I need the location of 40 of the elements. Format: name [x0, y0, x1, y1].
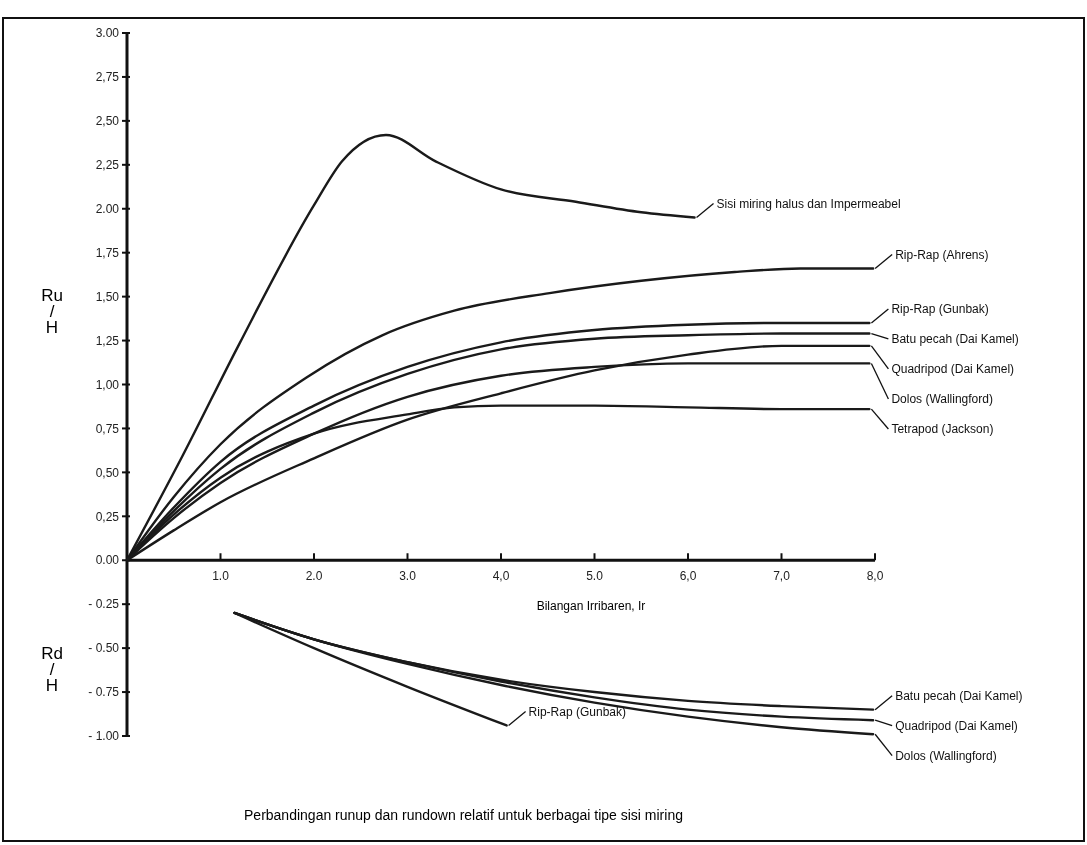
y-tick-label: 1,50: [95, 289, 120, 304]
y-tick-label: 0,75: [95, 421, 120, 436]
legend-label: Batu pecah (Dai Kamel): [895, 688, 1023, 703]
text: Dolos (Wallingford): [895, 748, 997, 763]
y-tick-label: 2,75: [95, 70, 120, 85]
y-tick-label: - 0.25: [88, 597, 120, 612]
y-tick-label: 2,50: [95, 114, 120, 129]
legend-label: Rip-Rap (Ahrens): [895, 247, 989, 262]
legend-label: Rip-Rap (Gunbak): [891, 302, 989, 317]
y-tick-label: 0,25: [95, 509, 120, 524]
y-tick-label: 1,25: [95, 333, 120, 348]
y-tick-label: 0,50: [95, 465, 120, 480]
y-tick-label: 0.00: [95, 553, 120, 568]
text: Perbandingan runup dan rundown relatif untuk berbagai tipe sisi miring: [244, 807, 683, 823]
x-tick-label: 1.0: [212, 569, 230, 584]
y-tick-label: - 0.75: [88, 685, 120, 700]
x-tick-label: 7,0: [773, 569, 791, 584]
x-tick-label: 4,0: [492, 569, 510, 584]
x-tick-label: 3.0: [399, 569, 417, 584]
y-axis-title: Ru/H: [41, 285, 63, 337]
x-tick-label: 2.0: [305, 569, 323, 584]
y-tick-label: - 0.50: [88, 641, 120, 656]
x-tick-label: 5.0: [586, 569, 604, 584]
y-tick-label: 2.00: [95, 201, 120, 216]
legend-label: Quadripod (Dai Kamel): [895, 718, 1018, 733]
legend-label: Batu pecah (Dai Kamel): [891, 332, 1019, 347]
x-tick-label: 8,0: [866, 569, 884, 584]
text: Dolos (Wallingford): [891, 392, 993, 407]
legend-label: Rip-Rap (Gunbak): [528, 704, 626, 719]
y-tick-label: - 1.00: [88, 729, 120, 744]
y-tick-label: 1,00: [95, 377, 120, 392]
text: Rd/H: [41, 644, 63, 696]
y-tick-label: 2,25: [95, 158, 120, 173]
x-axis-title: Bilangan Irribaren, Ir: [536, 599, 646, 614]
text: Tetrapod (Jackson): [891, 422, 994, 437]
legend-label: Sisi miring halus dan Impermeabel: [716, 196, 901, 211]
y-tick-label: 3.00: [95, 26, 120, 41]
text: Quadripod (Dai Kamel): [891, 362, 1015, 377]
x-tick-label: 6,0: [679, 569, 697, 584]
y-tick-label: 1,75: [95, 245, 120, 260]
